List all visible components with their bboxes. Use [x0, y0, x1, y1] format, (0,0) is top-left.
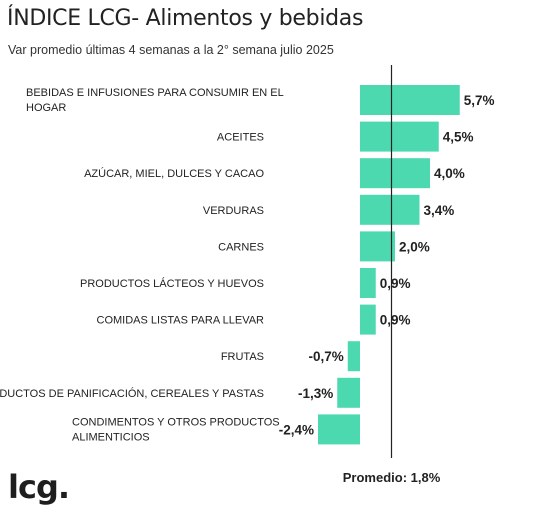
- value-label: 0,9%: [380, 276, 411, 291]
- value-label: 5,7%: [464, 93, 495, 108]
- value-label: 0,9%: [380, 313, 411, 328]
- bar: [360, 231, 395, 262]
- category-label: PRODUCTOS DE PANIFICACIÓN, CEREALES Y PA…: [0, 387, 264, 400]
- bar: [360, 158, 430, 189]
- value-label: 4,5%: [443, 130, 474, 145]
- value-label: -0,7%: [308, 349, 343, 364]
- value-label: -2,4%: [279, 422, 314, 437]
- chart-subtitle: Var promedio últimas 4 semanas a la 2° s…: [8, 43, 334, 57]
- category-label: CONDIMENTOS Y OTROS PRODUCTOS ALIMENTICIO…: [72, 416, 280, 443]
- category-label: ACEITES: [217, 132, 264, 144]
- category-label: CARNES: [218, 241, 264, 253]
- bar: [337, 377, 360, 408]
- chart-title: ÍNDICE LCG- Alimentos y bebidas: [7, 6, 364, 31]
- value-label: -1,3%: [298, 386, 333, 401]
- bar: [347, 341, 360, 372]
- value-label: 2,0%: [399, 239, 430, 254]
- value-label: 3,4%: [424, 203, 455, 218]
- category-label: COMIDAS LISTAS PARA LLEVAR: [97, 315, 265, 327]
- category-label: VERDURAS: [203, 205, 264, 217]
- category-label: AZÚCAR, MIEL, DULCES Y CACAO: [84, 167, 264, 180]
- category-label: FRUTAS: [221, 351, 264, 363]
- bar: [360, 268, 376, 298]
- lcg-logo: lcg.: [8, 468, 70, 506]
- bar: [360, 121, 439, 152]
- average-label: Promedio: 1,8%: [343, 470, 441, 485]
- bar: [360, 194, 420, 225]
- bar: [360, 85, 460, 115]
- category-label: BEBIDAS E INFUSIONES PARA CONSUMIR EN EL…: [26, 87, 284, 114]
- category-label: PRODUCTOS LÁCTEOS Y HUEVOS: [80, 277, 264, 290]
- bar: [318, 414, 360, 445]
- bar: [360, 304, 376, 335]
- value-label: 4,0%: [434, 166, 465, 181]
